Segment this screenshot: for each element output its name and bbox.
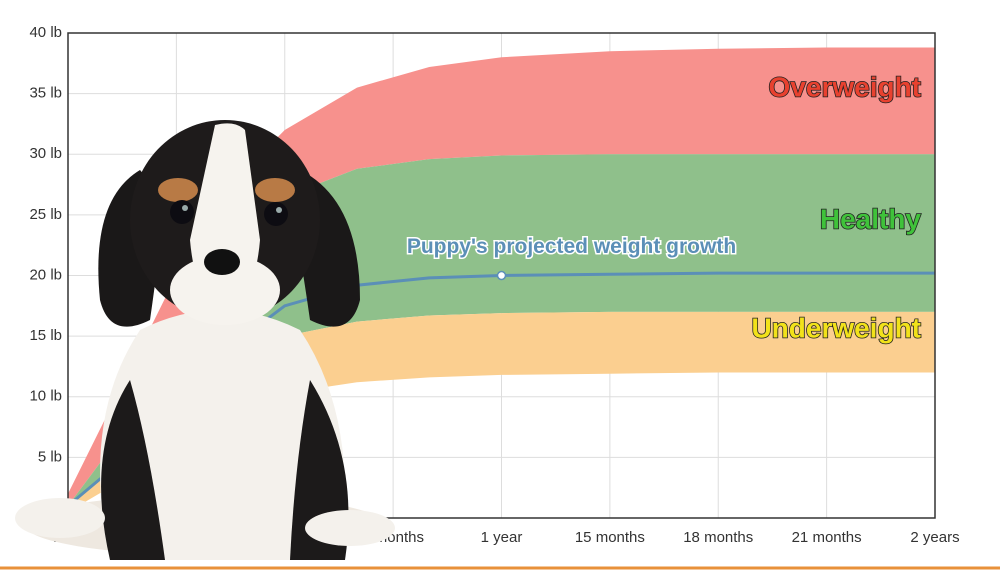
x-tick-label: 15 months [575,529,645,546]
x-tick-label: 2 years [910,529,959,546]
y-tick-label: 15 lb [29,327,62,344]
band-label: Overweight [769,71,921,102]
plot-frame [67,32,936,519]
series-label: Puppy's projected weight growth [407,235,736,258]
x-tick-label: 1 year [481,529,523,546]
y-tick-label: 25 lb [29,206,62,223]
series-point [496,270,507,281]
y-tick-label: 30 lb [29,145,62,162]
x-tick-label: 21 months [792,529,862,546]
y-tick-label: 20 lb [29,266,62,283]
puppy-photo [15,120,395,560]
y-tick-label: 10 lb [29,388,62,405]
y-tick-label: 35 lb [29,85,62,102]
band-label: Healthy [820,203,922,234]
band-label: Underweight [751,313,921,344]
y-tick-label: 40 lb [29,24,62,41]
y-tick-label: 5 lb [38,448,62,465]
x-tick-label: 18 months [683,529,753,546]
